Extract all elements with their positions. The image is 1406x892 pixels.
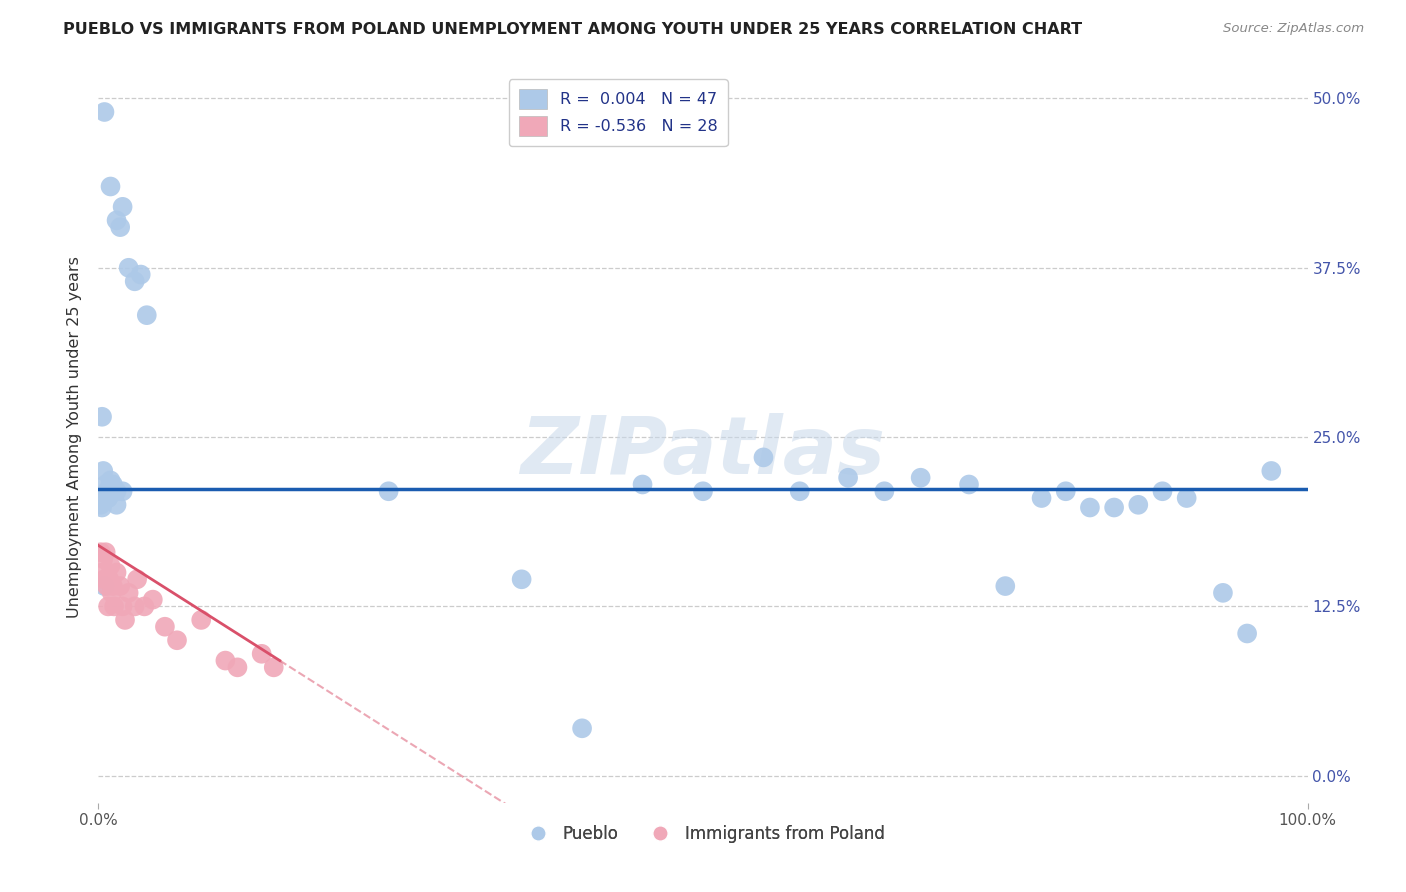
Point (1102, 500, 1125, 515)
Point (114, 613, 136, 627)
Point (94, 477, 117, 491)
Point (1236, 626, 1258, 640)
Point (93, 491, 115, 505)
Point (837, 471, 859, 485)
Point (97, 599, 120, 614)
Point (100, 477, 122, 491)
Legend: Pueblo, Immigrants from Poland: Pueblo, Immigrants from Poland (515, 818, 891, 849)
Point (190, 613, 212, 627)
Point (103, 599, 125, 614)
Point (153, 620, 176, 634)
Point (1152, 484, 1174, 499)
Point (1260, 464, 1282, 478)
Point (118, 586, 141, 600)
Point (100, 586, 122, 600)
Y-axis label: Unemployment Among Youth under 25 years: Unemployment Among Youth under 25 years (67, 256, 83, 618)
Point (571, 721, 593, 735)
Point (910, 471, 932, 485)
Point (134, 599, 156, 614)
Point (111, 200, 134, 214)
Point (377, 484, 399, 499)
Point (100, 474, 122, 488)
Text: PUEBLO VS IMMIGRANTS FROM POLAND UNEMPLOYMENT AMONG YOUTH UNDER 25 YEARS CORRELA: PUEBLO VS IMMIGRANTS FROM POLAND UNEMPLO… (63, 22, 1083, 37)
Point (1128, 498, 1150, 512)
Point (100, 179, 122, 194)
Point (105, 566, 128, 580)
Point (142, 592, 165, 607)
Point (873, 484, 896, 499)
Point (97, 491, 120, 505)
Point (96, 484, 118, 499)
Point (124, 599, 146, 614)
Point (124, 274, 146, 288)
Point (127, 572, 149, 586)
Point (118, 260, 141, 275)
Point (752, 450, 775, 465)
Point (510, 572, 533, 586)
Point (263, 660, 285, 674)
Point (97, 491, 120, 505)
Point (94, 545, 117, 559)
Point (91, 552, 114, 566)
Point (105, 498, 128, 512)
Point (789, 484, 811, 499)
Point (100, 558, 122, 573)
Point (96, 579, 118, 593)
Point (1031, 491, 1053, 505)
Point (91, 566, 114, 580)
Point (1212, 586, 1234, 600)
Point (1175, 491, 1198, 505)
Point (91, 500, 114, 515)
Point (105, 213, 128, 227)
Point (90, 498, 112, 512)
Point (111, 599, 134, 614)
Point (1054, 484, 1077, 499)
Text: Source: ZipAtlas.com: Source: ZipAtlas.com (1223, 22, 1364, 36)
Point (111, 484, 134, 499)
Point (91, 409, 114, 424)
Point (101, 477, 124, 491)
Point (166, 633, 188, 648)
Point (105, 484, 128, 499)
Point (129, 268, 152, 282)
Point (692, 484, 714, 499)
Point (98, 572, 121, 586)
Point (1078, 500, 1101, 515)
Point (226, 660, 249, 674)
Point (93, 579, 115, 593)
Point (214, 654, 236, 668)
Point (250, 647, 273, 661)
Point (108, 579, 131, 593)
Point (93, 105, 115, 120)
Point (108, 220, 131, 235)
Point (101, 579, 124, 593)
Point (631, 477, 654, 491)
Point (91, 464, 114, 478)
Point (994, 579, 1017, 593)
Point (93, 572, 115, 586)
Point (90, 545, 112, 559)
Point (135, 308, 157, 322)
Point (957, 477, 980, 491)
Text: ZIPatlas: ZIPatlas (520, 413, 886, 491)
